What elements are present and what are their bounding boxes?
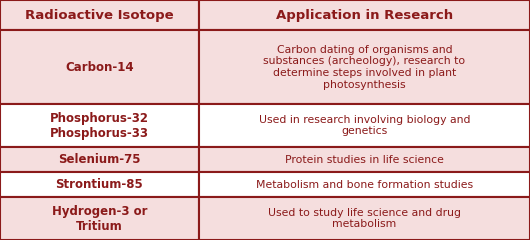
Bar <box>0 0 199 30</box>
Bar <box>199 197 530 240</box>
Bar <box>0 30 199 104</box>
Bar <box>0 197 199 240</box>
Text: Used to study life science and drug
metabolism: Used to study life science and drug meta… <box>268 208 461 229</box>
Text: Hydrogen-3 or
Tritium: Hydrogen-3 or Tritium <box>51 204 147 233</box>
Text: Carbon dating of organisms and
substances (archeology), research to
determine st: Carbon dating of organisms and substance… <box>263 45 465 90</box>
Text: Radioactive Isotope: Radioactive Isotope <box>25 9 174 22</box>
Text: Carbon-14: Carbon-14 <box>65 61 134 74</box>
Bar <box>199 0 530 30</box>
Bar <box>199 104 530 147</box>
Bar <box>0 147 199 172</box>
Bar <box>199 172 530 197</box>
Text: Selenium-75: Selenium-75 <box>58 153 140 166</box>
Bar <box>199 30 530 104</box>
Text: Protein studies in life science: Protein studies in life science <box>285 155 444 165</box>
Text: Application in Research: Application in Research <box>276 9 453 22</box>
Text: Metabolism and bone formation studies: Metabolism and bone formation studies <box>256 180 473 190</box>
Bar <box>0 104 199 147</box>
Bar <box>199 147 530 172</box>
Text: Phosphorus-32
Phosphorus-33: Phosphorus-32 Phosphorus-33 <box>50 112 149 140</box>
Text: Strontium-85: Strontium-85 <box>56 178 143 191</box>
Text: Used in research involving biology and
genetics: Used in research involving biology and g… <box>259 115 470 136</box>
Bar <box>0 172 199 197</box>
